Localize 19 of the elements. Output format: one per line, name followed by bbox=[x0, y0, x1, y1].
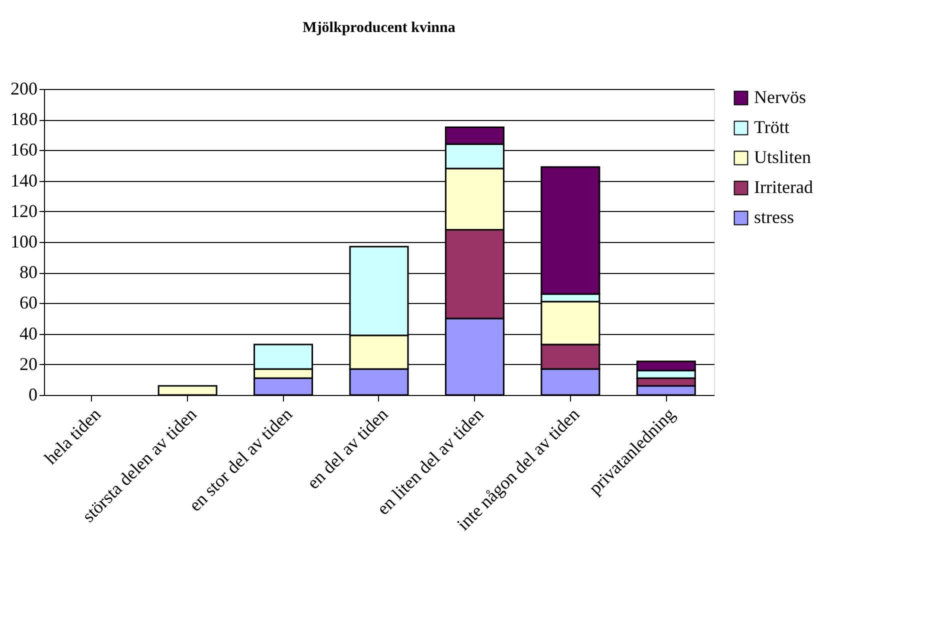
chart-title: Mjölkproducent kvinna bbox=[302, 20, 456, 36]
legend-label: Trött bbox=[754, 117, 790, 137]
x-tick-label: en del av tiden bbox=[303, 404, 392, 493]
y-tick-label: 100 bbox=[10, 232, 38, 252]
y-tick-label: 200 bbox=[10, 78, 38, 98]
legend-label: stress bbox=[754, 207, 794, 227]
legend-label: Irriterad bbox=[754, 177, 813, 197]
y-tick-label: 20 bbox=[20, 354, 38, 374]
legend-label: Utsliten bbox=[754, 147, 811, 167]
y-tick-label: 0 bbox=[28, 384, 38, 404]
x-tick-label: hela tiden bbox=[40, 404, 105, 468]
legend-label: Nervös bbox=[754, 87, 806, 107]
y-tick-label: 180 bbox=[10, 109, 38, 130]
y-tick-label: 80 bbox=[20, 262, 38, 282]
y-tick-label: 60 bbox=[20, 292, 38, 313]
y-tick-label: 40 bbox=[20, 323, 38, 344]
y-tick-label: 120 bbox=[10, 200, 38, 221]
y-tick-label: 160 bbox=[10, 140, 38, 160]
y-tick-label: 140 bbox=[10, 170, 38, 190]
